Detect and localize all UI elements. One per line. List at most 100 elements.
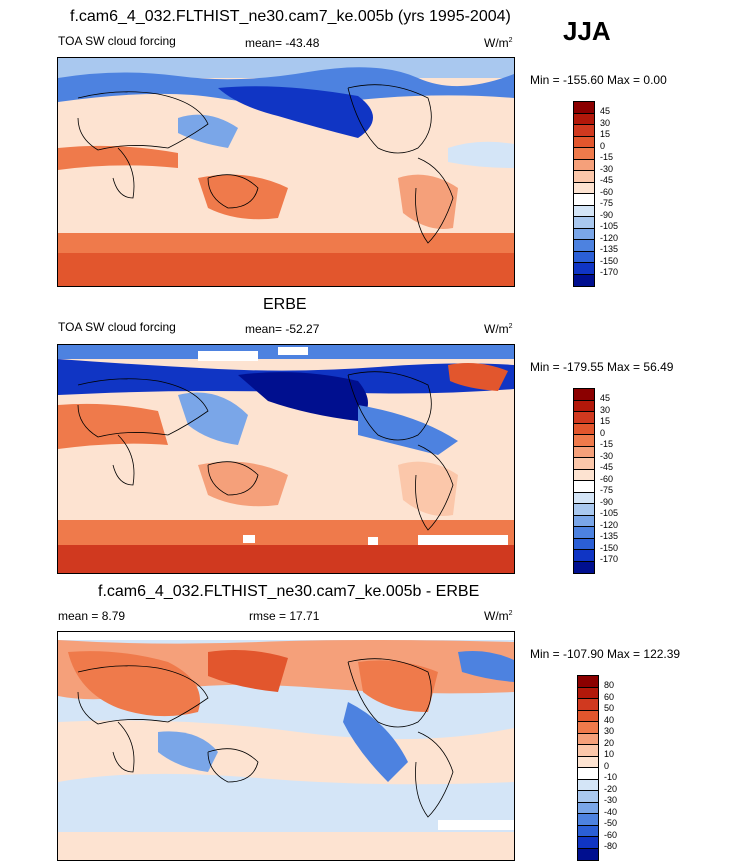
panel-3-colorbar: [577, 675, 599, 861]
colorbar-swatch: [574, 458, 594, 470]
colorbar-swatch: [578, 676, 598, 688]
colorbar-swatch: [574, 125, 594, 137]
panel-1-mean-label: mean= -43.48: [245, 36, 320, 50]
panel-2-units: W/m2: [484, 322, 513, 336]
panel-1-map: [57, 57, 515, 287]
colorbar-swatch: [574, 561, 594, 573]
colorbar-swatch: [574, 469, 594, 481]
colorbar-swatch: [574, 159, 594, 171]
colorbar-tick-label: 45: [600, 106, 611, 116]
colorbar-swatch: [574, 412, 594, 424]
colorbar-swatch: [574, 102, 594, 114]
colorbar-swatch: [578, 768, 598, 780]
panel-1-map-svg: [58, 58, 514, 286]
colorbar-tick-label: -120: [600, 232, 619, 243]
colorbar-tick-label: -15: [600, 152, 614, 162]
panel-1-variable-label: TOA SW cloud forcing: [58, 34, 176, 48]
colorbar-swatch: [574, 492, 594, 504]
colorbar-swatch: [574, 550, 594, 562]
colorbar-tick-label: 45: [600, 393, 611, 403]
panel-2-map: [57, 344, 515, 574]
panel-3-rmse-label: rmse = 17.71: [249, 609, 320, 623]
colorbar-tick-label: 15: [600, 129, 611, 139]
panel-3-units: W/m2: [484, 609, 513, 623]
panel-3-title: f.cam6_4_032.FLTHIST_ne30.cam7_ke.005b -…: [98, 583, 480, 600]
panel-2-colorbar: [573, 388, 595, 574]
colorbar-swatch: [574, 481, 594, 493]
panel-2-map-svg: [58, 345, 514, 573]
season-label: JJA: [563, 16, 611, 46]
colorbar-tick-label: 30: [604, 726, 615, 736]
colorbar-tick-label: -30: [600, 163, 614, 174]
colorbar-tick-label: -105: [600, 221, 619, 231]
colorbar-tick-label: -135: [600, 244, 619, 254]
colorbar-swatch: [574, 217, 594, 229]
colorbar-swatch: [574, 194, 594, 206]
colorbar-tick-label: -60: [604, 829, 618, 840]
colorbar-tick-label: -105: [600, 508, 619, 518]
colorbar-tick-label: 10: [604, 749, 615, 759]
colorbar-swatch: [574, 263, 594, 275]
colorbar-swatch: [578, 779, 598, 791]
colorbar-swatch: [578, 848, 598, 860]
colorbar-tick-label: -150: [600, 255, 619, 266]
colorbar-tick-label: -75: [600, 198, 614, 208]
colorbar-tick-label: -60: [600, 473, 614, 484]
panel-3-mean-label: mean = 8.79: [58, 609, 126, 623]
colorbar-swatch: [574, 423, 594, 435]
colorbar-swatch: [574, 136, 594, 148]
colorbar-tick-label: -150: [600, 542, 619, 553]
panel-1-minmax: Min = -155.60 Max = 0.00: [530, 73, 667, 87]
colorbar-swatch: [578, 745, 598, 757]
colorbar-swatch: [578, 791, 598, 803]
colorbar-swatch: [578, 802, 598, 814]
colorbar-swatch: [578, 756, 598, 768]
colorbar-tick-label: 30: [600, 117, 611, 128]
panel-1-units: W/m2: [484, 36, 513, 50]
colorbar-tick-label: 40: [604, 714, 615, 725]
colorbar-tick-label: 80: [604, 680, 615, 690]
colorbar-tick-label: -90: [600, 209, 614, 220]
colorbar-swatch: [574, 171, 594, 183]
colorbar-swatch: [578, 687, 598, 699]
colorbar-swatch: [574, 205, 594, 217]
panel-3-map: [57, 631, 515, 861]
colorbar-tick-label: 0: [600, 427, 606, 438]
panel-2-title: ERBE: [263, 296, 307, 313]
colorbar-swatch: [574, 527, 594, 539]
colorbar-swatch: [574, 515, 594, 527]
colorbar-tick-label: -120: [600, 519, 619, 530]
panel-2-variable-label: TOA SW cloud forcing: [58, 320, 176, 334]
colorbar-swatch: [574, 240, 594, 252]
colorbar-tick-label: -10: [604, 772, 618, 782]
colorbar-swatch: [578, 733, 598, 745]
colorbar-tick-label: 30: [600, 404, 611, 415]
colorbar-tick-label: 20: [604, 737, 615, 748]
colorbar-tick-label: -60: [600, 186, 614, 197]
colorbar-swatch: [578, 814, 598, 826]
colorbar-swatch: [574, 400, 594, 412]
colorbar-tick-label: -30: [604, 795, 618, 805]
colorbar-tick-label: -15: [600, 439, 614, 449]
colorbar-swatch: [574, 389, 594, 401]
panel-2-minmax: Min = -179.55 Max = 56.49: [530, 360, 674, 374]
colorbar-tick-label: -80: [604, 841, 618, 851]
colorbar-swatch: [574, 251, 594, 263]
colorbar-tick-label: 15: [600, 416, 611, 426]
colorbar-swatch: [574, 274, 594, 286]
colorbar-swatch: [574, 113, 594, 125]
colorbar-swatch: [574, 148, 594, 160]
colorbar-swatch: [574, 228, 594, 240]
colorbar-tick-label: -45: [600, 462, 614, 472]
colorbar-tick-label: -170: [600, 554, 619, 564]
colorbar-tick-label: -75: [600, 485, 614, 495]
panel-2-mean-label: mean= -52.27: [245, 322, 320, 336]
colorbar-swatch: [574, 538, 594, 550]
colorbar-swatch: [574, 504, 594, 516]
colorbar-swatch: [574, 182, 594, 194]
panel-3-map-svg: [58, 632, 514, 860]
colorbar-swatch: [578, 825, 598, 837]
colorbar-swatch: [578, 722, 598, 734]
colorbar-tick-label: 60: [604, 691, 615, 702]
colorbar-tick-label: -20: [604, 783, 618, 794]
